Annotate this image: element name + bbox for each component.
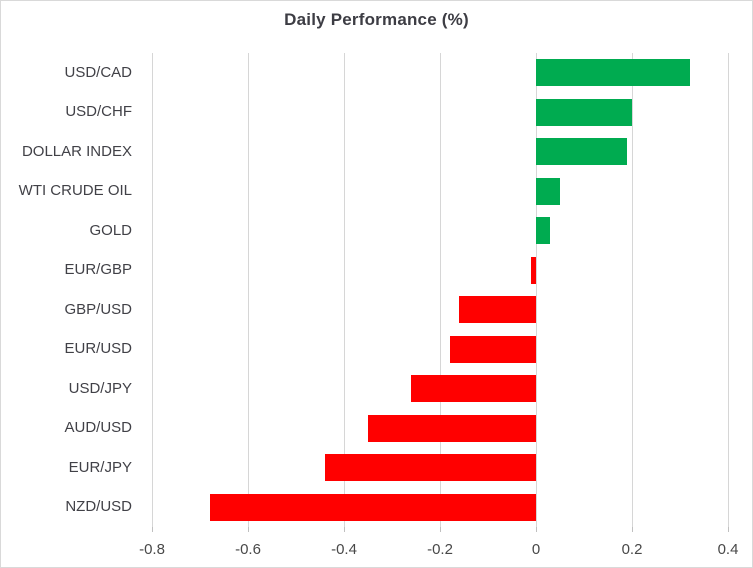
bar-usd-jpy [411,375,536,403]
x-tick-label: -0.4 [331,541,357,558]
x-tick-label: 0.2 [621,541,643,558]
gridline [727,53,729,527]
gridline [247,53,249,527]
x-tick-label: -0.8 [139,541,165,558]
bar-dollar-index [536,138,628,166]
category-label-wti-crude-oil: WTI CRUDE OIL [18,182,132,200]
bar-usd-cad [536,59,690,87]
x-axis-tick [151,527,153,532]
bar-usd-chf [536,98,632,126]
gridline [631,53,633,527]
bar-gold [536,217,551,245]
category-label-eur-gbp: EUR/GBP [64,261,132,279]
chart-title: Daily Performance (%) [284,10,469,29]
category-label-eur-usd: EUR/USD [64,340,132,358]
category-label-aud-usd: AUD/USD [64,419,132,437]
bar-wti-crude-oil [536,177,560,205]
category-label-usd-cad: USD/CAD [64,63,132,81]
x-axis-tick [343,527,345,532]
bar-eur-gbp [531,256,536,284]
x-tick-label: 0.4 [717,541,739,558]
x-tick-label: 0 [531,541,541,558]
bar-eur-jpy [324,454,536,482]
bar-gbp-usd [459,296,536,324]
gridline [343,53,345,527]
category-label-nzd-usd: NZD/USD [65,498,132,516]
category-label-usd-jpy: USD/JPY [68,379,132,397]
bar-eur-usd [449,335,536,363]
plot-area: -0.8 -0.6 -0.4 -0.2 0 0.2 0.4 [139,53,738,558]
gridline [439,53,441,527]
x-axis-tick [247,527,249,532]
x-axis-tick [439,527,441,532]
x-axis-tick [727,527,729,532]
category-label-usd-chf: USD/CHF [65,103,132,121]
bar-nzd-usd [209,493,536,521]
gridline [535,53,537,527]
category-label-eur-jpy: EUR/JPY [68,458,132,476]
category-label-gold: GOLD [89,221,132,239]
x-tick-label: -0.2 [427,541,453,558]
x-tick-label: -0.6 [235,541,261,558]
category-label-dollar-index: DOLLAR INDEX [21,142,132,160]
x-axis-tick [535,527,537,532]
category-label-gbp-usd: GBP/USD [64,300,132,318]
gridline [151,53,153,527]
x-axis-tick [631,527,633,532]
bar-aud-usd [368,414,536,442]
